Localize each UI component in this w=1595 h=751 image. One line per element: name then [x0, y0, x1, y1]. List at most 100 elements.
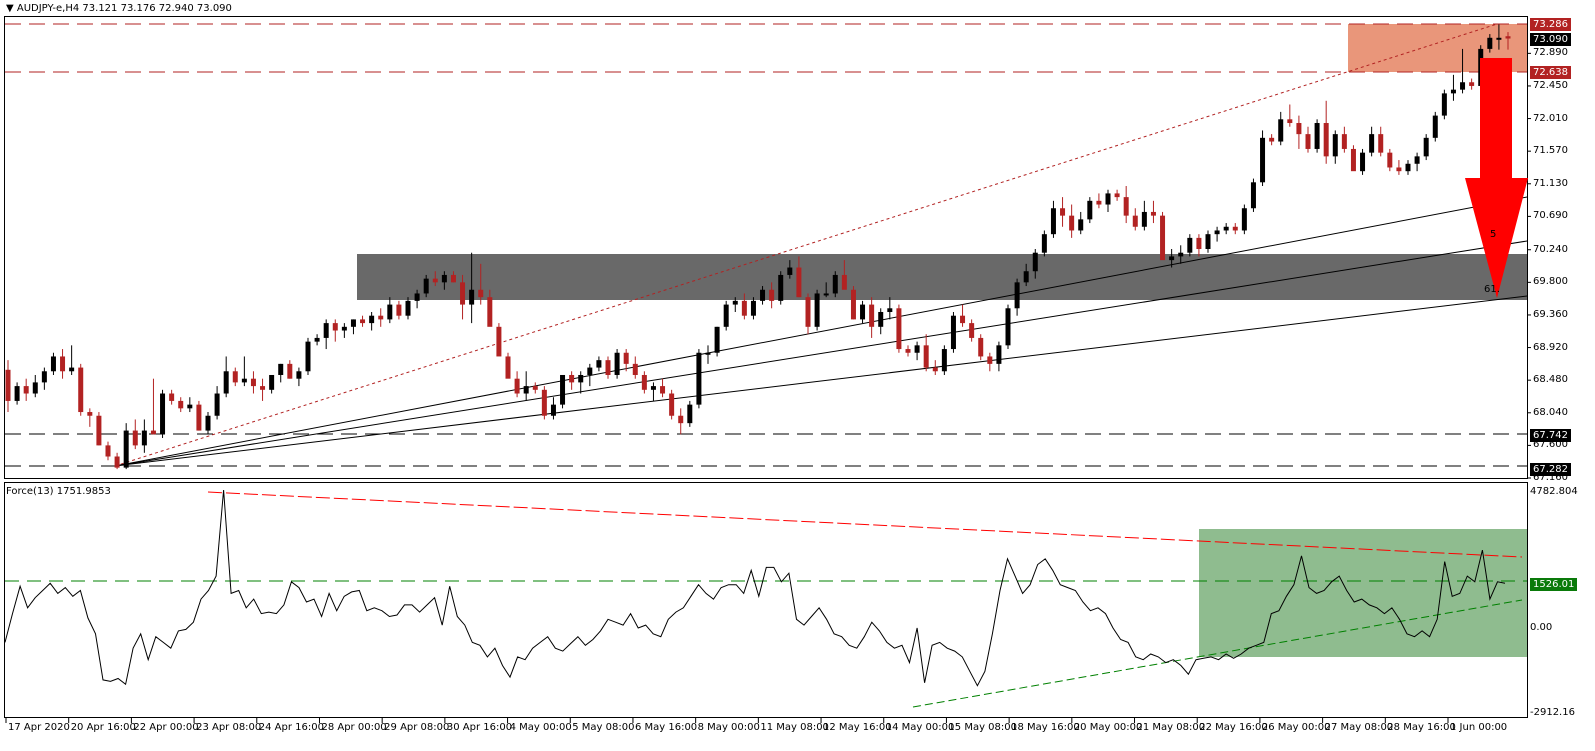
candle-body	[1387, 152, 1393, 168]
candle-body	[860, 304, 866, 320]
down-arrow-icon	[1465, 58, 1528, 298]
candle-body	[678, 415, 684, 424]
fib-fan-50-line	[114, 240, 1528, 467]
candle-body	[5, 369, 11, 401]
time-tick-label: 18 May 16:00	[1011, 722, 1080, 733]
candle-body	[741, 300, 747, 316]
candle-body	[1414, 156, 1420, 164]
time-tick-label: 22 Apr 00:00	[133, 722, 199, 733]
time-tick-label: 29 Apr 08:00	[384, 722, 450, 733]
candle-body	[641, 374, 647, 390]
indicator-panel-border	[4, 482, 1528, 718]
candle-body	[878, 311, 884, 327]
price-tag: 67.282	[1530, 462, 1571, 476]
candle-body	[378, 315, 384, 320]
candle-body	[705, 352, 711, 355]
candle-body	[432, 278, 438, 283]
time-tick-label: 26 May 00:00	[1261, 722, 1331, 733]
price-tick-label: 72.010	[1533, 112, 1568, 124]
candle-body	[932, 367, 938, 372]
candle-body	[323, 323, 329, 338]
candle-body	[450, 274, 456, 283]
candle-body	[1069, 215, 1075, 231]
candle-body	[32, 382, 38, 394]
candle-body	[360, 319, 366, 324]
candle-body	[178, 400, 184, 409]
price-tag: 67.742	[1530, 428, 1571, 442]
candle-body	[441, 274, 447, 283]
candle-body	[750, 300, 756, 316]
candle-body	[1241, 208, 1247, 231]
fib-fan-382-line	[114, 196, 1528, 467]
candle-body	[1096, 200, 1102, 205]
force-resistance-trendline	[207, 491, 1523, 558]
candle-body	[950, 315, 956, 350]
candle-body	[1260, 137, 1266, 183]
candle-body	[1378, 134, 1384, 153]
price-tag: 73.286	[1530, 18, 1571, 31]
candle-body	[332, 323, 338, 331]
candle-body	[1187, 237, 1193, 253]
indicator-tick-label: -2912.16	[1530, 707, 1575, 718]
time-tick-label: 24 Apr 16:00	[258, 722, 324, 733]
candle-body	[69, 367, 75, 372]
candle-body	[614, 352, 620, 375]
candle-body	[1214, 230, 1220, 235]
candle-body	[105, 445, 111, 457]
candle-body	[632, 363, 638, 375]
candle-body	[169, 393, 175, 401]
time-tick-label: 11 May 08:00	[760, 722, 829, 733]
candle-body	[369, 315, 375, 324]
candle-body	[1469, 82, 1475, 86]
fib-fan-618-line	[114, 295, 1528, 467]
candle-body	[869, 304, 875, 327]
candle-body	[1460, 82, 1466, 90]
candle-body	[1278, 119, 1284, 142]
price-tick-label: 71.130	[1533, 177, 1568, 189]
candle-body	[1432, 115, 1438, 138]
price-tick-label: 70.690	[1533, 210, 1568, 222]
candle-body	[696, 352, 702, 405]
candle-body	[478, 289, 484, 298]
candle-body	[787, 267, 793, 275]
candle-body	[1141, 211, 1147, 227]
candle-body	[278, 363, 284, 375]
candle-body	[523, 386, 529, 394]
candle-body	[1060, 208, 1066, 216]
candle-body	[160, 393, 166, 435]
price-tick-label: 67.600	[1533, 439, 1568, 451]
candle-body	[1369, 134, 1375, 153]
time-axis-ticks	[5, 718, 1449, 723]
candle-body	[341, 326, 347, 331]
candle-body	[232, 371, 238, 383]
candle-body	[769, 289, 775, 301]
candle-body	[469, 289, 475, 305]
time-tick-label: 23 Apr 08:00	[196, 722, 262, 733]
candle-body	[78, 367, 84, 413]
time-tick-label: 30 Apr 16:00	[446, 722, 513, 733]
time-tick-label: 21 May 08:00	[1136, 722, 1206, 733]
force-index-line	[4, 489, 1506, 687]
candle-body	[996, 345, 1002, 364]
candle-body	[605, 360, 611, 375]
candle-body	[1178, 252, 1184, 257]
time-tick-label: 28 Apr 00:00	[321, 722, 387, 733]
price-axis-ticks	[1527, 52, 1531, 479]
time-tick-label: 6 May 16:00	[634, 722, 698, 733]
candle-body	[41, 371, 47, 383]
candle-body	[14, 386, 20, 401]
candle-body	[796, 267, 802, 298]
candle-body	[1296, 123, 1302, 135]
candle-body	[1305, 134, 1311, 149]
candle-body	[560, 374, 566, 405]
candle-body	[778, 274, 784, 301]
candle-body	[1360, 152, 1366, 172]
candle-body	[141, 430, 147, 446]
candle-body	[978, 337, 984, 357]
candle-body	[1169, 256, 1175, 261]
price-tick-label: 72.450	[1533, 79, 1568, 91]
fib-label-618: 61.	[1484, 284, 1500, 295]
price-tick-label: 68.920	[1533, 341, 1568, 353]
candle-body	[587, 367, 593, 375]
